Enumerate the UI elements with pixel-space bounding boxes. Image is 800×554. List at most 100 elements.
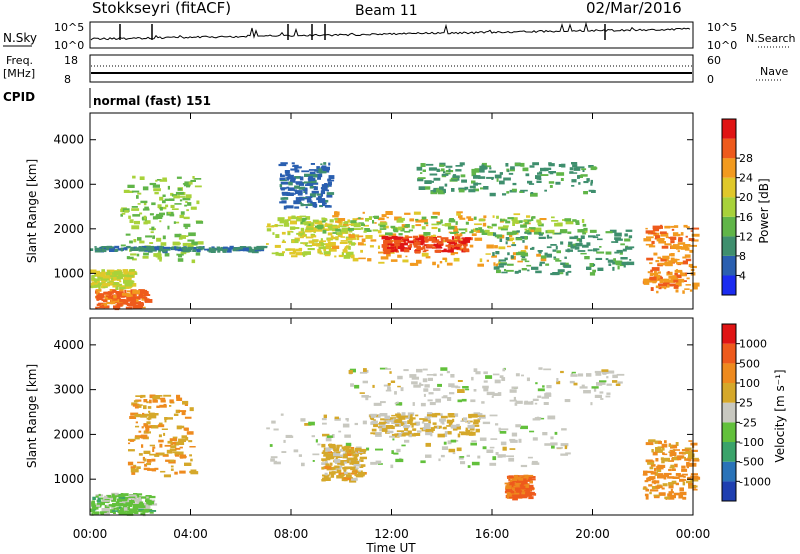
echo-cell xyxy=(186,209,189,212)
nave-tick-bottom: 0 xyxy=(707,73,714,86)
echo-cell xyxy=(536,180,542,183)
echo-cell xyxy=(126,245,131,249)
echo-cell xyxy=(320,190,326,195)
echo-cell xyxy=(643,278,647,283)
echo-cell xyxy=(318,246,325,250)
echo-cell xyxy=(550,436,554,440)
time-axis: 00:00 04:00 08:00 12:00 16:00 20:00 00:00 xyxy=(73,527,711,541)
echo-cell xyxy=(316,243,321,247)
echo-cell xyxy=(683,476,686,478)
time-tick-label: 04:00 xyxy=(173,527,208,541)
echo-cell xyxy=(427,235,433,238)
echo-cell xyxy=(662,457,670,462)
echo-cell xyxy=(499,238,503,242)
echo-cell xyxy=(593,388,597,392)
echo-cell xyxy=(279,179,287,182)
echo-cell xyxy=(447,397,452,401)
echo-cell xyxy=(358,257,366,260)
echo-cell xyxy=(348,230,353,233)
echo-cell xyxy=(333,448,340,452)
colorbar-segment xyxy=(722,383,736,403)
echo-cell xyxy=(144,413,151,416)
echo-cell xyxy=(242,247,249,252)
echo-cell xyxy=(493,232,497,237)
echo-cell xyxy=(661,460,665,464)
echo-cell xyxy=(616,249,623,253)
echo-cell xyxy=(294,206,300,209)
echo-cell xyxy=(162,177,167,181)
echo-cell xyxy=(110,277,117,279)
echo-cell xyxy=(680,232,684,236)
echo-cell xyxy=(544,443,551,446)
echo-cell xyxy=(512,494,515,498)
echo-cell xyxy=(290,168,298,171)
echo-cell xyxy=(415,218,419,221)
echo-cell xyxy=(478,230,482,233)
echo-cell xyxy=(248,246,252,249)
echo-cell xyxy=(131,208,140,211)
echo-cell xyxy=(425,454,432,458)
echo-cell xyxy=(179,446,183,449)
echo-cell xyxy=(146,245,155,249)
echo-cell xyxy=(91,279,94,282)
echo-cell xyxy=(571,179,577,183)
echo-cell xyxy=(513,396,516,401)
colorbar-tick-label: -1000 xyxy=(739,475,771,488)
echo-cell xyxy=(335,232,342,235)
echo-cell xyxy=(551,445,555,449)
echo-cell xyxy=(124,289,127,294)
echo-cell xyxy=(119,280,122,283)
echo-cell xyxy=(665,261,673,264)
echo-cell xyxy=(447,413,453,416)
echo-cell xyxy=(325,243,333,248)
echo-cell xyxy=(359,464,364,468)
echo-cell xyxy=(658,286,662,290)
echo-cell xyxy=(615,383,621,386)
echo-cell xyxy=(525,489,531,493)
echo-cell xyxy=(173,413,179,416)
echo-cell xyxy=(329,453,334,457)
echo-cell xyxy=(397,240,404,243)
echo-cell xyxy=(543,368,552,371)
echo-cell xyxy=(527,269,530,272)
echo-cell xyxy=(284,219,289,224)
echo-cell xyxy=(122,493,129,497)
echo-cell xyxy=(137,237,142,241)
echo-cell xyxy=(279,201,283,204)
echo-cell xyxy=(573,243,576,246)
echo-cell xyxy=(330,456,335,459)
echo-cell xyxy=(114,245,120,249)
echo-cell xyxy=(666,284,670,288)
echo-cell xyxy=(139,291,144,296)
echo-cell xyxy=(133,464,137,467)
echo-cell xyxy=(479,258,483,263)
echo-cell xyxy=(425,224,429,227)
echo-cell xyxy=(565,452,571,455)
echo-cell xyxy=(311,435,315,438)
echo-cell xyxy=(653,494,661,497)
echo-cell xyxy=(453,238,461,241)
echo-cell xyxy=(350,458,353,461)
echo-cell xyxy=(163,432,166,436)
echo-cell xyxy=(488,170,496,173)
echo-cell xyxy=(396,401,399,404)
echo-cell xyxy=(690,230,693,232)
echo-cell xyxy=(100,275,104,278)
echo-cell xyxy=(514,402,518,406)
echo-cell xyxy=(133,220,140,225)
echo-cell xyxy=(311,227,317,230)
echo-cell xyxy=(289,226,296,230)
echo-cell xyxy=(127,256,134,260)
echo-cell xyxy=(379,367,388,370)
echo-cell xyxy=(159,259,162,262)
echo-cell xyxy=(511,490,515,494)
echo-cell xyxy=(582,232,587,235)
echo-cell xyxy=(514,476,518,480)
echo-cell xyxy=(134,406,139,409)
echo-cell xyxy=(580,252,587,255)
echo-cell xyxy=(353,228,361,230)
echo-cell xyxy=(438,228,441,232)
echo-cell xyxy=(592,269,596,273)
echo-cell xyxy=(496,269,501,274)
echo-cell xyxy=(436,246,443,249)
